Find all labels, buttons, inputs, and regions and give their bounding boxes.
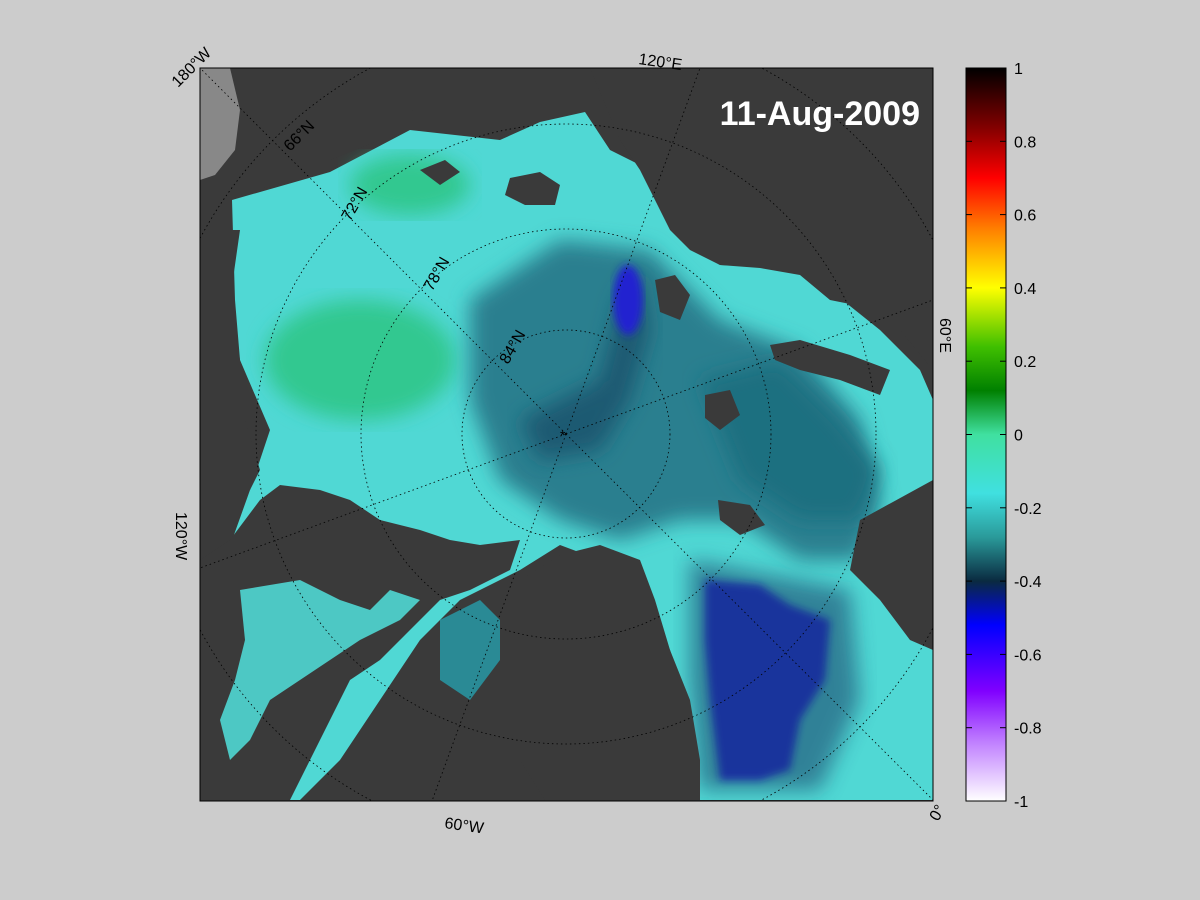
new-siberian-islands [505,172,560,205]
alaska-land [200,68,420,210]
colorbar-tick-label: -0.4 [1014,574,1042,591]
anomaly-negative-halo [690,560,860,790]
colorbar-gradient [965,67,1007,802]
eastern-negative-band [700,360,880,520]
map-area: * 66°N 72°N 78°N 84°N [200,68,933,801]
map-frame [199,67,934,802]
anomaly-positive-region-north [350,155,470,215]
alaska-mask [200,68,240,180]
meridian-120w [200,433,567,569]
north-pole-marker: * [560,427,566,443]
archipelago-channel [220,580,420,760]
colorbar-tick-label: 0.2 [1014,354,1036,371]
colorbar-tick-label: 0 [1014,428,1023,445]
baffin-bay [440,600,500,700]
longitude-label-0: 0° [927,802,949,824]
siberia-land [590,68,933,370]
novaya-zemlya [770,340,890,395]
colorbar-tick-label: 0.4 [1014,281,1036,298]
longitude-label-60e: 60°E [936,318,953,353]
colorbar-tick-label: -1 [1014,794,1028,811]
meridian-0 [565,433,933,801]
date-label: 11-Aug-2009 [720,95,920,133]
latitude-circle-72 [255,123,877,745]
greenland-land [480,545,700,800]
anomaly-negative-small [613,265,643,335]
wrangel-island [420,160,460,185]
colorbar-tick-label: -0.8 [1014,721,1042,738]
colorbar-tick-label: 0.8 [1014,134,1036,151]
colorbar-tick-label: 1 [1014,61,1023,78]
latitude-circle-84 [461,329,671,539]
longitude-label-60w: 60°W [443,815,485,837]
scandinavia-land [850,480,933,650]
longitude-label-120w: 120°W [172,512,189,561]
colorbar: 1 0.8 0.6 0.4 0.2 0 -0.2 -0.4 -0.6 -0.8 -1 [965,61,1042,811]
severnaya-zemlya [655,275,690,320]
colorbar-tick-label: -0.2 [1014,501,1042,518]
latitude-circle-78 [360,228,772,640]
colorbar-tick-label: 0.6 [1014,208,1036,225]
canadian-archipelago [200,485,520,800]
graticule [200,68,933,801]
anomaly-positive-region [265,300,455,420]
franz-josef-land [705,390,740,430]
colorbar-ticks: 1 0.8 0.6 0.4 0.2 0 -0.2 -0.4 -0.6 -0.8 -1 [966,61,1042,811]
meridian-180 [200,68,567,435]
west-coast-land [200,230,260,500]
meridian-120e [565,68,701,435]
longitude-label-120e: 120°E [637,51,683,74]
svalbard [718,500,765,535]
colorbar-tick-label: -0.6 [1014,647,1042,664]
